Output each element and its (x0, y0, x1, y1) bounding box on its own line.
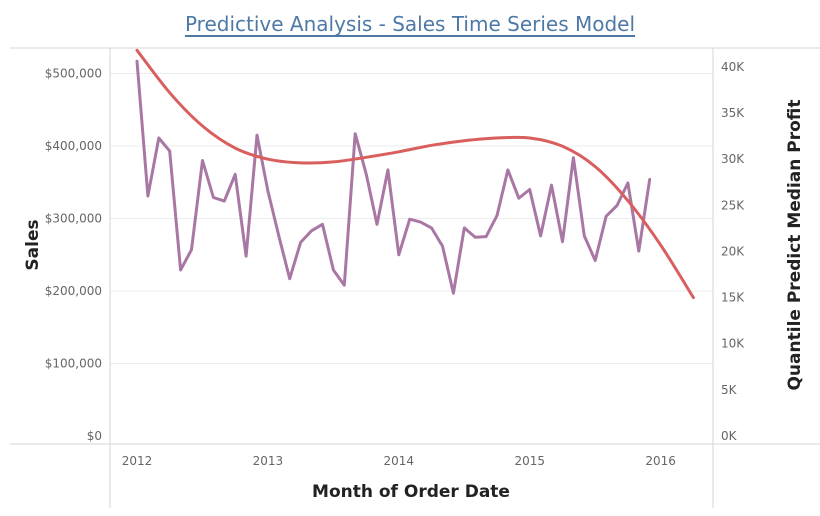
x-tick-label: 2014 (384, 454, 415, 468)
y2-tick-label: 15K (721, 291, 745, 305)
y-tick-label: $0 (87, 429, 102, 443)
y-axis-ticks: $0 $100,000 $200,000 $300,000 $400,000 $500,0… (45, 67, 102, 444)
x-tick-label: 2013 (253, 454, 284, 468)
y2-tick-label: 30K (721, 152, 745, 166)
x-tick-label: 2015 (514, 454, 545, 468)
y-tick-label: $500,000 (45, 67, 102, 81)
y2-tick-label: 0K (721, 429, 738, 443)
y-tick-label: $200,000 (45, 284, 102, 298)
y2-tick-label: 5K (721, 383, 738, 397)
y2-tick-label: 10K (721, 337, 745, 351)
sales-line (135, 59, 652, 295)
y-tick-label: $400,000 (45, 139, 102, 153)
plot-frame (10, 47, 820, 508)
x-axis-ticks: 2012 2013 2014 2015 2016 (122, 454, 676, 468)
y2-tick-label: 20K (721, 244, 745, 258)
x-tick-label: 2016 (645, 454, 676, 468)
y-tick-label: $300,000 (45, 212, 102, 226)
y2-axis-title: Quantile Predict Median Profit (785, 99, 805, 390)
x-axis-title: Month of Order Date (312, 482, 510, 502)
y2-tick-label: 35K (721, 106, 745, 120)
y2-tick-label: 40K (721, 60, 745, 74)
y-axis-title: Sales (23, 219, 43, 270)
x-tick-label: 2012 (122, 454, 153, 468)
y2-tick-label: 25K (721, 198, 745, 212)
y2-axis-ticks: 0K 5K 10K 15K 20K 25K 30K 35K 40K (721, 60, 745, 443)
profit-trend-line (135, 48, 695, 300)
series-lines (135, 48, 695, 300)
chart-title: Predictive Analysis - Sales Time Series … (184, 12, 636, 36)
y-tick-label: $100,000 (45, 357, 102, 371)
